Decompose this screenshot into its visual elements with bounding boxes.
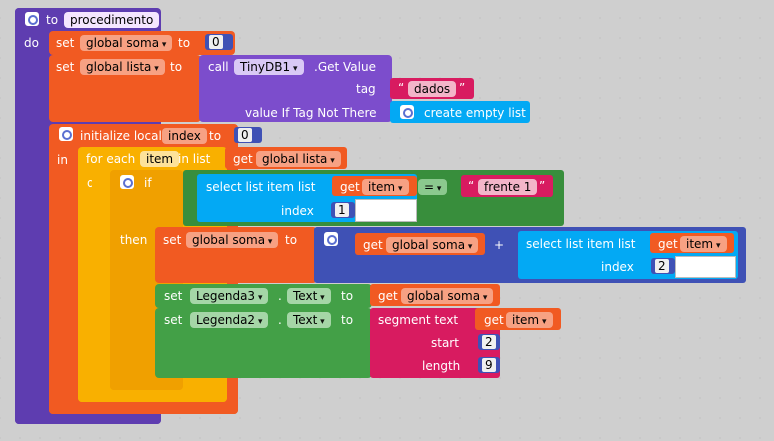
quote-close-icon: ” (539, 179, 546, 193)
get-label: get (378, 289, 398, 303)
create-empty-list-block[interactable] (390, 101, 530, 123)
text-frente-field[interactable]: frente 1 (478, 179, 538, 195)
number-value[interactable]: 2 (482, 335, 496, 349)
number-value[interactable]: 9 (482, 358, 496, 372)
get-label: get (484, 313, 504, 327)
tinydb-component-dropdown[interactable]: TinyDB1 (234, 59, 304, 75)
to-label: to (341, 313, 354, 327)
list-mutator-gear-icon[interactable] (400, 105, 414, 119)
legenda3-component-dropdown[interactable]: Legenda3 (190, 288, 269, 304)
then-soma-var-dropdown[interactable]: global soma (186, 232, 279, 248)
legenda2-component-dropdown[interactable]: Legenda2 (190, 312, 269, 328)
dot-separator: . (278, 313, 282, 327)
get-label: get (658, 237, 678, 251)
set-soma-var-dropdown[interactable]: global soma (80, 35, 173, 51)
legenda3-property-dropdown[interactable]: Text (287, 288, 331, 304)
init-local-gear-icon[interactable] (59, 127, 73, 141)
set-label: set (164, 313, 183, 327)
length-label: length (422, 359, 461, 373)
number-one-block[interactable]: 1 (331, 202, 355, 218)
plus-label: + (494, 238, 505, 252)
set-label: set (56, 60, 75, 74)
compare-operator-dropdown[interactable]: = (418, 179, 448, 195)
local-var-name-field[interactable]: index (162, 128, 207, 144)
quote-close-icon: ” (459, 81, 466, 95)
quote-open-icon: “ (398, 81, 405, 95)
number-length-block[interactable]: 9 (478, 357, 500, 373)
number-zero-block[interactable]: 0 (205, 34, 233, 50)
get-label: get (233, 152, 253, 166)
get-label: get (340, 180, 360, 194)
to-label: to (209, 129, 222, 143)
for-each-var-field[interactable]: item (140, 151, 180, 167)
procedure-name-field[interactable]: procedimento (64, 12, 160, 28)
number-zero-block[interactable]: 0 (234, 127, 262, 143)
initialize-local-label: initialize local (80, 129, 162, 143)
in-list-label: in list (178, 152, 211, 166)
dot-separator: . (278, 289, 282, 303)
index-label: index (601, 260, 634, 274)
number-value[interactable]: 0 (238, 128, 252, 142)
procedure-keyword: to (46, 13, 59, 27)
call-label: call (208, 60, 229, 74)
start-label: start (431, 336, 459, 350)
create-empty-list-label: create empty list (424, 106, 526, 120)
if-label: if (144, 176, 152, 190)
text-dados-field[interactable]: dados (408, 81, 457, 97)
number-start-block[interactable]: 2 (478, 334, 500, 350)
tag-label: tag (356, 82, 376, 96)
to-label: to (178, 36, 191, 50)
number-value[interactable]: 0 (209, 35, 223, 49)
number-value[interactable]: 1 (335, 203, 349, 217)
set-label: set (164, 289, 183, 303)
procedure-do-label: do (24, 36, 39, 50)
if-mutator-gear-icon[interactable] (120, 175, 134, 189)
get-soma-dropdown-2[interactable]: global soma (401, 288, 494, 304)
get-soma-dropdown[interactable]: global soma (386, 237, 479, 253)
number-two-block[interactable]: 2 (651, 258, 675, 274)
to-label: to (341, 289, 354, 303)
segment-text-label: segment text (378, 313, 459, 327)
get-item-dropdown-3[interactable]: item (506, 312, 553, 328)
select-list-item-label: select list item list (526, 237, 636, 251)
legenda2-property-dropdown[interactable]: Text (287, 312, 331, 328)
number-value[interactable]: 2 (655, 259, 669, 273)
get-item-dropdown-2[interactable]: item (680, 236, 727, 252)
then-label: then (120, 233, 148, 247)
select-list-item-label: select list item list (206, 180, 316, 194)
add-mutator-gear-icon[interactable] (324, 232, 338, 246)
not-there-label: value If Tag Not There (245, 106, 377, 120)
procedure-mutator-gear-icon[interactable] (25, 12, 39, 26)
get-lista-dropdown[interactable]: global lista (256, 151, 341, 167)
set-label: set (56, 36, 75, 50)
index-label: index (281, 204, 314, 218)
for-each-label: for each (86, 152, 136, 166)
in-label: in (57, 153, 68, 167)
get-label: get (363, 238, 383, 252)
set-label: set (163, 233, 182, 247)
set-lista-var-dropdown[interactable]: global lista (80, 59, 165, 75)
method-label: .Get Value (314, 60, 376, 74)
quote-open-icon: “ (468, 179, 475, 193)
to-label: to (170, 60, 183, 74)
to-label: to (285, 233, 298, 247)
get-item-dropdown[interactable]: item (362, 179, 409, 195)
